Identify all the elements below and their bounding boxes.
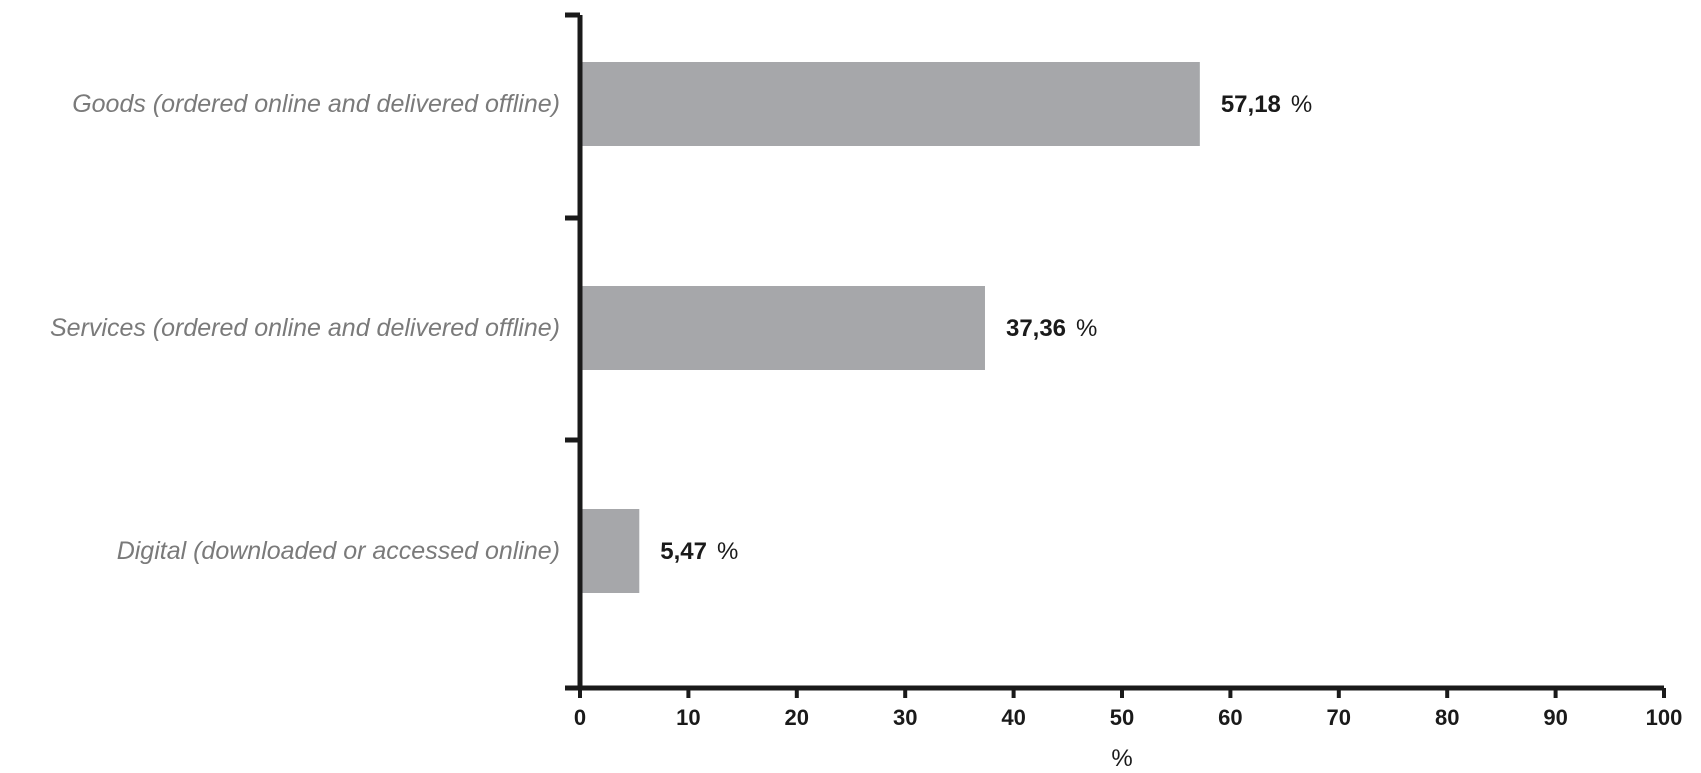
x-tick-label: 70	[1327, 705, 1351, 730]
x-tick-label: 40	[1001, 705, 1025, 730]
category-label: Digital (downloaded or accessed online)	[117, 537, 560, 565]
axis-ticks	[565, 12, 1666, 698]
x-tick-label: 80	[1435, 705, 1459, 730]
x-axis-title: %	[1111, 745, 1132, 772]
x-tick-label: 10	[676, 705, 700, 730]
category-label: Goods (ordered online and delivered offl…	[72, 90, 560, 118]
x-tick-label: 30	[893, 705, 917, 730]
data-label: 57,18%	[1221, 91, 1312, 118]
x-tick-label: 20	[785, 705, 809, 730]
bar	[582, 286, 985, 370]
x-tick-label: 60	[1218, 705, 1242, 730]
axes	[565, 15, 1664, 691]
x-tick-label: 100	[1646, 705, 1683, 730]
x-tick-label: 50	[1110, 705, 1134, 730]
data-label: 5,47%	[660, 538, 738, 565]
x-tick-label: 0	[574, 705, 586, 730]
bars	[582, 62, 1200, 593]
category-label: Services (ordered online and delivered o…	[50, 314, 560, 342]
x-tick-label: 90	[1543, 705, 1567, 730]
labels: 0 10 20 30 40 50 60 70 80 90 100 Goods (ordered onl…	[50, 90, 1682, 730]
data-label: 37,36%	[1006, 315, 1097, 342]
bar	[582, 62, 1200, 146]
bar	[582, 509, 640, 593]
